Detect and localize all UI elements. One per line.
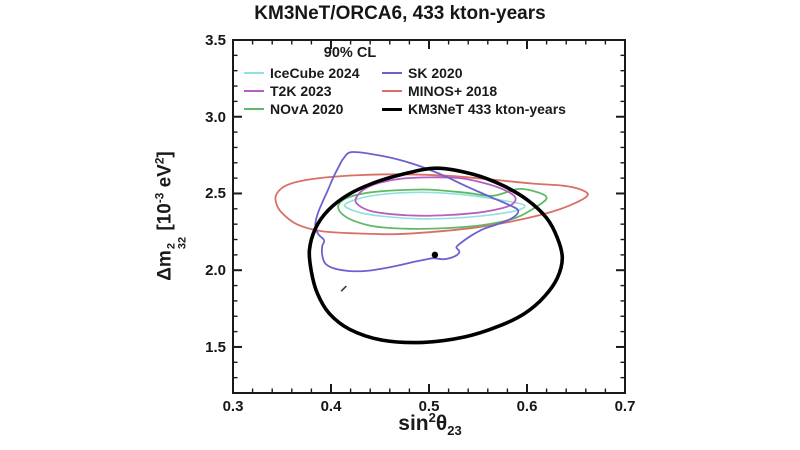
x-tick-label: 0.6 <box>516 398 538 415</box>
x-axis-title: sin2θ23 <box>398 409 462 439</box>
contour-icecube-2024 <box>343 191 526 220</box>
legend-label: KM3NeT 433 kton-years <box>408 101 566 117</box>
legend-label: IceCube 2024 <box>270 65 360 81</box>
legend: IceCube 2024 T2K 2023 NOvA 2020 SK 2020 … <box>244 64 566 118</box>
legend-item-icecube-2024: IceCube 2024 <box>244 64 382 82</box>
contour-km3net-433-kton-years <box>307 166 565 345</box>
legend-label: NOvA 2020 <box>270 101 344 117</box>
small-marker-icon <box>340 285 347 292</box>
x-tick-label: 0.3 <box>222 398 244 415</box>
legend-swatch-nova-icon <box>244 108 264 110</box>
chart-title: KM3NeT/ORCA6, 433 kton-years <box>254 3 546 24</box>
legend-swatch-minos-icon <box>382 90 402 92</box>
contour-sk-2020 <box>314 151 520 273</box>
x-tick-label: 0.4 <box>320 398 342 415</box>
km3net-best-fit-icon <box>431 251 439 259</box>
legend-item-minos-2018: MINOS+ 2018 <box>382 82 566 100</box>
legend-label: T2K 2023 <box>270 83 332 99</box>
legend-item-nova-2020: NOvA 2020 <box>244 100 382 118</box>
legend-swatch-t2k-icon <box>244 90 264 92</box>
legend-label: SK 2020 <box>408 65 463 81</box>
y-tick-label: 3.5 <box>205 32 226 49</box>
legend-swatch-km3net-icon <box>382 107 402 111</box>
x-tick-label: 0.5 <box>418 398 440 415</box>
y-tick-label: 2.0 <box>205 262 226 280</box>
contour-t2k-2023 <box>354 176 517 217</box>
legend-item-km3net: KM3NeT 433 kton-years <box>382 100 566 118</box>
legend-swatch-icecube-icon <box>244 72 264 74</box>
y-tick-label: 2.5 <box>205 185 226 203</box>
x-tick-label: 0.7 <box>614 398 636 415</box>
y-axis-title: Δm 2 32 [10-3 eV2] <box>153 151 189 281</box>
contour-minos-2018 <box>274 173 589 236</box>
legend-header: 90% CL <box>323 45 377 61</box>
y-tick-label: 3.0 <box>205 108 226 126</box>
legend-label: MINOS+ 2018 <box>408 83 498 99</box>
legend-item-t2k-2023: T2K 2023 <box>244 82 382 100</box>
contour-nova-2020 <box>337 187 548 230</box>
y-tick-label: 1.5 <box>205 338 226 356</box>
legend-item-sk-2020: SK 2020 <box>382 64 566 82</box>
legend-swatch-sk-icon <box>382 72 402 74</box>
